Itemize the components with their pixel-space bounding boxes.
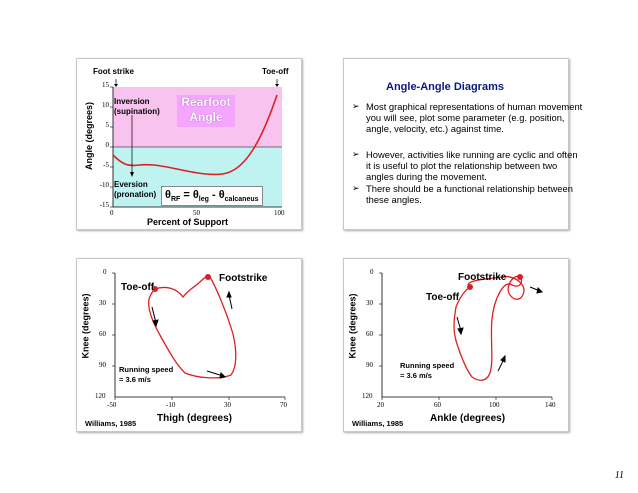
running-speed-label: Running speed = 3.6 m/s	[400, 361, 455, 380]
rearfoot-angle-title-box: Rearfoot Angle	[177, 95, 235, 127]
bullet-item: ➢ However, activities like running are c…	[352, 149, 584, 183]
footstrike-marker	[517, 274, 523, 280]
x-axis-label: Percent of Support	[147, 217, 229, 227]
x-tick: 100	[274, 209, 285, 217]
x-tick: 50	[193, 209, 200, 217]
slide-angle-angle-text: Angle-Angle Diagrams ➢ Most graphical re…	[343, 58, 582, 230]
x-tick: -50	[107, 401, 117, 409]
x-axis-label: Thigh (degrees)	[157, 413, 233, 424]
y-tick: 0	[103, 268, 107, 276]
bullet-text: There should be a functional relationshi…	[366, 183, 573, 206]
eversion-label: Eversion (pronation)	[114, 180, 157, 199]
bullet-item: ➢ Most graphical representations of huma…	[352, 101, 584, 135]
formula-theta: θ	[218, 189, 225, 201]
knee-ankle-loop	[453, 275, 525, 381]
y-tick: 5	[105, 121, 110, 129]
x-tick: 30	[224, 401, 231, 409]
arrow-bullet-icon: ➢	[352, 149, 360, 159]
y-tick: -5	[103, 161, 109, 169]
toe-off-label: Toe-off	[121, 282, 155, 293]
y-tick: 0	[370, 268, 374, 276]
y-tick: 30	[99, 299, 106, 307]
x-tick: -10	[166, 401, 176, 409]
y-tick: 15	[102, 81, 109, 89]
y-tick: 30	[366, 299, 373, 307]
x-tick: 100	[489, 401, 500, 409]
slide-knee-thigh: Knee (degrees) 0 30 60 90 120 -50 -10 30…	[76, 258, 302, 432]
slide-knee-ankle: Knee (degrees) 0 30 60 90 120 20 60 100 …	[343, 258, 569, 432]
formula-sub: RF	[170, 196, 181, 204]
arrow-bullet-icon: ➢	[352, 183, 360, 193]
knee-thigh-loop	[147, 275, 237, 379]
running-speed-label: Running speed = 3.6 m/s	[119, 365, 174, 384]
rearfoot-angle-curve	[112, 94, 278, 176]
y-tick: 60	[99, 330, 106, 338]
x-axis-label: Ankle (degrees)	[430, 413, 506, 424]
y-axis-label: Angle (degrees)	[84, 101, 95, 171]
y-tick: 60	[366, 330, 373, 338]
page-number: 11	[614, 470, 624, 481]
foot-strike-label: Foot strike	[93, 67, 134, 76]
footstrike-label: Footstrike	[458, 272, 507, 283]
slide-title: Angle-Angle Diagrams	[386, 81, 504, 93]
y-tick: 0	[105, 141, 110, 149]
x-tick: 70	[280, 401, 287, 409]
direction-arrows	[456, 286, 544, 372]
toe-off-marker	[467, 284, 473, 290]
x-tick: 60	[434, 401, 441, 409]
toe-off-label: Toe-off	[262, 67, 289, 76]
bullet-text: Most graphical representations of human …	[366, 101, 583, 135]
toe-off-label: Toe-off	[426, 292, 460, 303]
y-tick: -15	[99, 201, 109, 209]
x-tick: 0	[110, 209, 114, 217]
slide-rearfoot-angle: Foot strike Toe-off Angle (degrees) 15 1…	[76, 58, 302, 230]
formula-equals: =	[180, 189, 193, 201]
y-tick: 120	[362, 392, 373, 400]
y-tick: 90	[99, 361, 106, 369]
bullet-item: ➢ There should be a functional relations…	[352, 183, 584, 206]
citation: Williams, 1985	[352, 419, 404, 428]
y-tick: 90	[366, 361, 373, 369]
formula-theta: θ	[165, 189, 171, 201]
x-tick: 20	[377, 401, 384, 409]
bullet-text: However, activities like running are cyc…	[366, 149, 578, 183]
formula-theta: θ	[192, 189, 199, 201]
inversion-label: Inversion (supination)	[114, 97, 160, 116]
knee-ankle-plot	[379, 272, 553, 400]
y-tick: -10	[99, 181, 109, 189]
footstrike-label: Footstrike	[219, 273, 268, 284]
rearfoot-formula: θRF = θleg - θcalcaneus	[161, 186, 263, 207]
toe-off-marker	[152, 286, 158, 292]
y-tick: 120	[95, 392, 106, 400]
direction-arrows	[151, 290, 233, 379]
knee-thigh-plot	[112, 272, 286, 400]
footstrike-marker	[205, 274, 211, 280]
y-tick: 10	[102, 101, 109, 109]
y-axis-label: Knee (degrees)	[80, 293, 91, 359]
formula-minus: -	[208, 189, 219, 201]
formula-sub: calcaneus	[224, 196, 259, 204]
x-tick: 140	[545, 401, 556, 409]
arrow-bullet-icon: ➢	[352, 101, 360, 111]
formula-sub: leg	[198, 196, 209, 204]
citation: Williams, 1985	[85, 419, 137, 428]
y-axis-label: Knee (degrees)	[347, 293, 358, 359]
